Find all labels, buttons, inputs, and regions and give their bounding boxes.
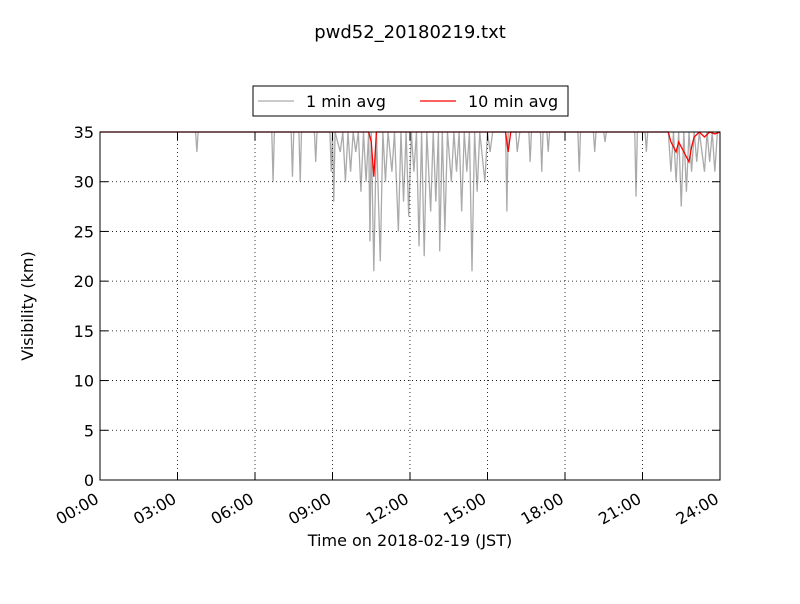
x-tick-label: 00:00	[53, 489, 102, 529]
x-tick-label: 12:00	[363, 489, 412, 529]
y-tick-label: 0	[84, 471, 94, 490]
y-tick-label: 20	[74, 272, 94, 291]
y-axis-label: Visibility (km)	[18, 251, 37, 360]
legend	[252, 85, 569, 117]
x-tick-label: 09:00	[285, 489, 334, 529]
y-tick-label: 5	[84, 421, 94, 440]
x-tick-label: 06:00	[208, 489, 257, 529]
x-tick-label: 18:00	[518, 489, 567, 529]
x-tick-label: 03:00	[130, 489, 179, 529]
y-tick-label: 15	[74, 322, 94, 341]
legend-label: 10 min avg	[468, 92, 558, 111]
x-tick-label: 15:00	[440, 489, 489, 529]
chart-title: pwd52_20180219.txt	[314, 22, 506, 43]
x-tick-label: 21:00	[595, 489, 644, 529]
data-line	[100, 131, 721, 177]
y-tick-label: 10	[74, 372, 94, 391]
y-tick-label: 30	[74, 173, 94, 192]
y-tick-label: 25	[74, 222, 94, 241]
x-tick-label: 24:00	[673, 489, 722, 529]
y-tick-label: 35	[74, 123, 94, 142]
legend-label: 1 min avg	[306, 92, 386, 111]
x-axis-label: Time on 2018-02-19 (JST)	[307, 531, 512, 550]
plot-frame	[99, 131, 721, 481]
